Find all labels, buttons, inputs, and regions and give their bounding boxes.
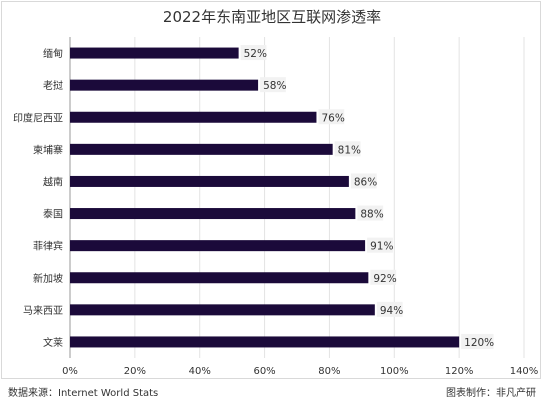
- x-tick-label: 140%: [510, 366, 539, 377]
- value-label: 76%: [321, 112, 344, 124]
- value-label-bg: [334, 141, 361, 157]
- category-label: 泰国: [43, 208, 63, 221]
- bar: [70, 208, 356, 220]
- value-label-bg: [376, 301, 403, 317]
- x-tick-label: 40%: [189, 366, 211, 377]
- x-tick-label: 60%: [253, 366, 275, 377]
- value-label-bg: [318, 109, 345, 125]
- value-label-bg: [357, 205, 384, 221]
- x-tick-label: 120%: [445, 366, 474, 377]
- chart-credit: 图表制作：非凡产研: [446, 388, 536, 399]
- category-label: 柬埔寨: [33, 143, 63, 156]
- category-label: 新加坡: [33, 272, 63, 285]
- x-tick-label: 20%: [124, 366, 146, 377]
- bar: [70, 240, 366, 252]
- value-label: 86%: [354, 176, 377, 188]
- value-label: 91%: [370, 241, 393, 253]
- category-label: 越南: [43, 175, 63, 188]
- category-label: 缅甸: [43, 47, 63, 60]
- bar: [70, 111, 317, 123]
- value-label: 120%: [464, 337, 494, 349]
- value-label: 81%: [338, 144, 361, 156]
- value-label-bg: [260, 77, 286, 93]
- bar: [70, 336, 460, 348]
- bar: [70, 304, 375, 316]
- bar: [70, 143, 333, 155]
- value-label: 58%: [263, 80, 286, 92]
- bar: [70, 79, 259, 91]
- value-label: 52%: [244, 48, 267, 60]
- value-label-bg: [367, 237, 393, 253]
- category-label: 菲律宾: [33, 240, 63, 253]
- value-label: 92%: [373, 273, 396, 285]
- value-label-bg: [240, 45, 267, 61]
- x-tick-label: 100%: [380, 366, 409, 377]
- x-tick-label: 0%: [62, 366, 78, 377]
- category-label: 马来西亚: [23, 305, 63, 317]
- value-label-bg: [370, 269, 397, 285]
- value-label: 88%: [360, 209, 383, 221]
- data-source-note: 数据来源：Internet World Stats: [8, 388, 159, 399]
- bar: [70, 175, 349, 187]
- chart-frame: [1, 1, 541, 379]
- chart-title: 2022年东南亚地区互联网渗透率: [162, 8, 382, 26]
- value-label: 94%: [380, 305, 403, 317]
- bar: [70, 47, 239, 59]
- category-label: 文莱: [43, 336, 63, 349]
- value-label-bg: [461, 333, 494, 349]
- bar: [70, 272, 369, 284]
- x-tick-label: 80%: [318, 366, 340, 377]
- value-label-bg: [350, 173, 377, 189]
- category-label: 老挝: [43, 79, 63, 92]
- category-label: 印度尼西亚: [13, 111, 63, 124]
